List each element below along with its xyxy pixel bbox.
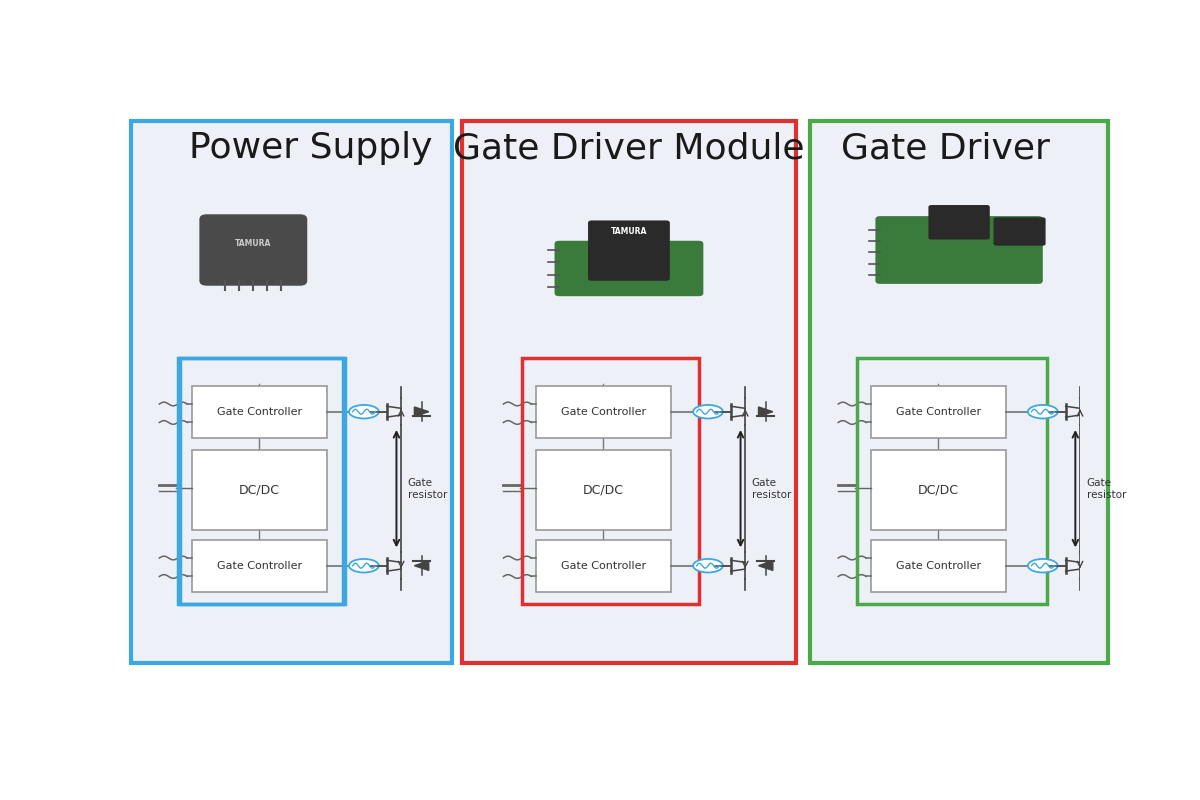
Bar — [180, 358, 346, 604]
FancyBboxPatch shape — [994, 218, 1045, 246]
Polygon shape — [414, 561, 428, 570]
Text: DC/DC: DC/DC — [239, 484, 280, 497]
Text: TAMURA: TAMURA — [235, 239, 271, 248]
Bar — [810, 121, 1108, 662]
Bar — [178, 358, 343, 604]
Bar — [522, 358, 698, 604]
Bar — [871, 450, 1006, 530]
Polygon shape — [758, 561, 773, 570]
Text: Gate
resistor: Gate resistor — [408, 478, 446, 499]
Text: DC/DC: DC/DC — [583, 484, 624, 497]
Ellipse shape — [1028, 405, 1057, 418]
Text: Gate Controller: Gate Controller — [895, 561, 980, 570]
Ellipse shape — [349, 405, 379, 418]
Bar — [192, 539, 326, 592]
Text: Gate Controller: Gate Controller — [560, 561, 646, 570]
Polygon shape — [414, 407, 428, 417]
Bar — [871, 539, 1006, 592]
Ellipse shape — [349, 559, 379, 573]
Text: Gate Controller: Gate Controller — [217, 561, 302, 570]
Bar — [192, 450, 326, 530]
Bar — [536, 386, 671, 438]
FancyBboxPatch shape — [876, 216, 1043, 284]
Polygon shape — [758, 407, 773, 417]
Text: Gate Driver Module: Gate Driver Module — [454, 131, 805, 166]
Bar — [462, 121, 797, 662]
Text: Gate
resistor: Gate resistor — [751, 478, 791, 499]
Text: Power Supply: Power Supply — [188, 131, 432, 166]
FancyBboxPatch shape — [199, 214, 307, 286]
Bar — [536, 539, 671, 592]
FancyBboxPatch shape — [554, 241, 703, 296]
Text: Gate Controller: Gate Controller — [217, 406, 302, 417]
Text: Gate Driver: Gate Driver — [841, 131, 1050, 166]
Text: Gate
resistor: Gate resistor — [1086, 478, 1126, 499]
Ellipse shape — [694, 405, 722, 418]
Ellipse shape — [1028, 559, 1057, 573]
Ellipse shape — [694, 559, 722, 573]
Bar — [857, 358, 1048, 604]
Bar — [871, 386, 1006, 438]
FancyBboxPatch shape — [929, 205, 990, 239]
Text: TAMURA: TAMURA — [611, 227, 647, 236]
Polygon shape — [1093, 407, 1108, 417]
Polygon shape — [1093, 561, 1108, 570]
Bar — [536, 450, 671, 530]
Text: DC/DC: DC/DC — [918, 484, 959, 497]
FancyBboxPatch shape — [588, 221, 670, 281]
Text: Gate Controller: Gate Controller — [560, 406, 646, 417]
Text: Gate Controller: Gate Controller — [895, 406, 980, 417]
Bar — [132, 121, 452, 662]
Bar — [192, 386, 326, 438]
